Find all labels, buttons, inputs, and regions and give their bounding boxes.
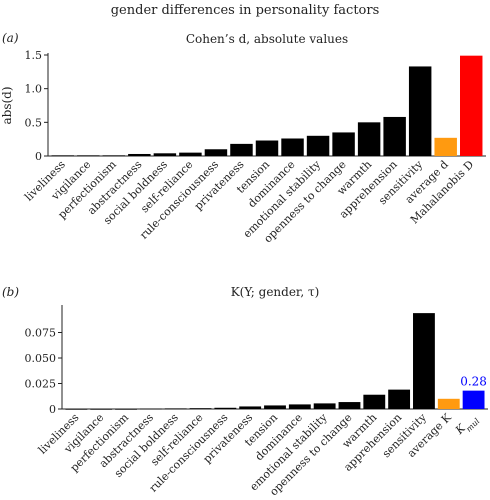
chart1-bar bbox=[164, 408, 187, 410]
chart0-bar bbox=[434, 137, 457, 156]
chart0-bar bbox=[204, 149, 228, 156]
chart0-bar bbox=[77, 155, 100, 157]
chart1-bar bbox=[363, 394, 386, 409]
chart1-bar bbox=[239, 406, 262, 409]
chart1-data-label: 0.28 bbox=[460, 375, 487, 389]
chart0-bar bbox=[408, 66, 432, 156]
chart1-bar bbox=[264, 405, 286, 409]
chart1-y-tick-label: 0.075 bbox=[25, 327, 57, 340]
chart1-bar bbox=[115, 408, 137, 410]
chart0-bar bbox=[179, 152, 202, 156]
chart1-bar bbox=[413, 313, 435, 409]
chart1-bar bbox=[313, 403, 336, 409]
chart0-bar bbox=[332, 132, 355, 156]
chart0-bar bbox=[102, 155, 126, 157]
chart1-bar bbox=[65, 408, 88, 410]
chart0-bar bbox=[230, 143, 253, 156]
chart0-panel-label: (a) bbox=[2, 31, 19, 45]
chart1-y-tick-label: 0.050 bbox=[25, 352, 57, 365]
chart0-bar bbox=[51, 155, 74, 157]
chart0-bar bbox=[383, 116, 406, 156]
chart1-y-tick-label: 0.025 bbox=[25, 378, 57, 391]
chart0-title: Cohen’s d, absolute values bbox=[186, 32, 348, 46]
chart1-panel-label: (b) bbox=[2, 285, 19, 299]
chart1-bar bbox=[338, 402, 361, 409]
chart0-y-tick-label: 0 bbox=[35, 150, 42, 163]
chart1-bar bbox=[214, 407, 237, 409]
chart0-bar bbox=[281, 138, 304, 156]
chart1-title: K(Y; gender, τ) bbox=[231, 285, 320, 299]
chart0-bar bbox=[153, 153, 177, 156]
chart1-x-tick-label: Kmul bbox=[452, 411, 481, 440]
chart1-y-tick-label: 0 bbox=[49, 403, 56, 416]
chart1-bar bbox=[139, 408, 162, 410]
chart0-y-tick-label: 1.5 bbox=[25, 49, 43, 62]
chart-panel-1: (b) K(Y; gender, τ)00.0250.0500.075liveli… bbox=[2, 285, 488, 498]
chart1-bar bbox=[189, 408, 212, 409]
panels: (a) Cohen’s d, absolute values abs(d) 0 0.5 1… bbox=[0, 31, 488, 498]
chart0-y-axis-label: abs(d) bbox=[0, 86, 14, 124]
figure-title: gender differences in personality factor… bbox=[111, 3, 380, 18]
chart0-y-tick-label: 1.0 bbox=[25, 83, 43, 96]
chart0-bar bbox=[460, 55, 483, 156]
chart0-bar bbox=[255, 140, 279, 156]
chart0-y-tick-label: 0.5 bbox=[25, 116, 43, 129]
chart1-bar bbox=[437, 398, 460, 409]
chart1-bar bbox=[388, 389, 411, 409]
chart1-bar bbox=[90, 408, 113, 410]
chart0-bar bbox=[357, 122, 381, 156]
chart1-bar bbox=[462, 390, 485, 409]
chart-panel-0: (a) Cohen’s d, absolute values abs(d) 0 0.5 1… bbox=[0, 31, 486, 245]
chart0-bar bbox=[128, 153, 151, 156]
chart0-bar bbox=[306, 135, 330, 156]
chart1-bar bbox=[288, 404, 311, 409]
